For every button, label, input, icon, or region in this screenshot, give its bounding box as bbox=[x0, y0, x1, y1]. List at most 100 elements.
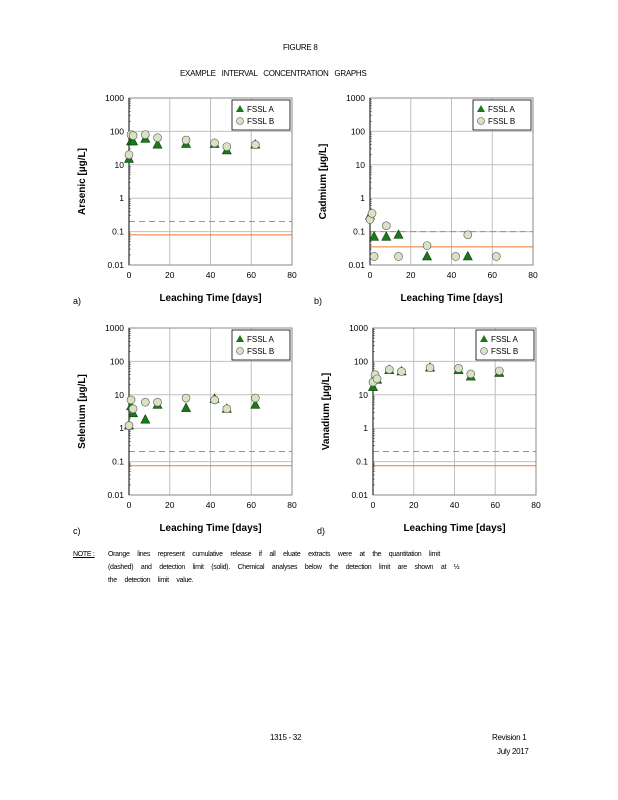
x-tick-label: 20 bbox=[165, 500, 175, 510]
x-tick-label: 40 bbox=[447, 270, 457, 280]
data-point-fssl-b bbox=[141, 397, 150, 407]
data-point-fssl-a bbox=[140, 414, 151, 424]
y-tick-label: 0.01 bbox=[351, 490, 368, 500]
legend-label: FSSL A bbox=[491, 335, 518, 344]
y-axis-label: Cadmium [µg/L] bbox=[318, 144, 329, 220]
x-tick-label: 60 bbox=[488, 270, 498, 280]
data-point-fssl-b bbox=[210, 395, 219, 405]
data-point-fssl-b bbox=[128, 131, 138, 140]
data-point-fssl-b bbox=[425, 363, 435, 372]
data-point-fssl-b bbox=[454, 364, 463, 373]
data-point-fssl-b bbox=[422, 241, 432, 250]
data-point-fssl-b bbox=[451, 252, 460, 261]
y-tick-label: 1000 bbox=[105, 323, 124, 333]
x-tick-label: 60 bbox=[247, 500, 257, 510]
data-point-fssl-b bbox=[251, 140, 260, 149]
data-point-fssl-b bbox=[384, 365, 394, 374]
legend bbox=[475, 329, 535, 361]
y-tick-label: 1 bbox=[119, 423, 124, 433]
data-point-fssl-a bbox=[369, 231, 380, 241]
data-point-fssl-a bbox=[250, 399, 261, 409]
y-tick-label: 10 bbox=[115, 390, 125, 400]
x-tick-label: 60 bbox=[247, 270, 257, 280]
data-point-fssl-b bbox=[222, 404, 232, 414]
legend bbox=[472, 99, 532, 131]
x-tick-label: 20 bbox=[409, 500, 419, 510]
data-point-fssl-b bbox=[397, 367, 406, 376]
legend-label: FSSL A bbox=[247, 335, 274, 344]
data-point-fssl-b bbox=[372, 374, 382, 384]
x-tick-label: 80 bbox=[287, 500, 297, 510]
data-point-fssl-b bbox=[153, 397, 162, 407]
data-point-fssl-a bbox=[381, 231, 392, 241]
legend-label: FSSL A bbox=[488, 105, 515, 114]
data-point-fssl-a bbox=[462, 250, 473, 261]
data-point-fssl-b bbox=[181, 393, 191, 403]
data-point-fssl-b bbox=[124, 150, 134, 160]
data-point-fssl-b bbox=[124, 421, 134, 430]
legend-triangle-icon bbox=[236, 335, 244, 342]
y-tick-label: 0.01 bbox=[107, 490, 124, 500]
y-axis-label: Vanadium [µg/L] bbox=[321, 373, 332, 450]
panel-label: b) bbox=[314, 296, 322, 306]
y-tick-label: 10 bbox=[359, 390, 369, 400]
y-axis-label: Arsenic [µg/L] bbox=[77, 148, 88, 215]
legend-label: FSSL A bbox=[247, 105, 274, 114]
data-point-fssl-b bbox=[251, 393, 260, 403]
legend-circle-icon bbox=[480, 347, 488, 355]
x-tick-label: 60 bbox=[491, 500, 501, 510]
data-point-fssl-b bbox=[126, 395, 136, 405]
chart-selenium: 0 20 40 60 80 0.01 0.1 1 10 100 1000 FSSL A FSSL B Le… bbox=[73, 323, 297, 536]
data-point-fssl-b bbox=[492, 252, 501, 261]
panel-label: c) bbox=[73, 526, 81, 536]
data-point-fssl-b bbox=[394, 252, 403, 261]
note-line: the detection limit value. bbox=[108, 577, 194, 584]
x-tick-label: 20 bbox=[165, 270, 175, 280]
x-tick-label: 40 bbox=[206, 500, 216, 510]
x-axis-label: Leaching Time [days] bbox=[400, 293, 502, 304]
data-point-fssl-b bbox=[381, 221, 391, 231]
y-tick-label: 1000 bbox=[349, 323, 368, 333]
chart-vanadium: 0 20 40 60 80 0.01 0.1 1 10 100 1000 FSSL A FSSL B Le… bbox=[317, 323, 541, 536]
y-tick-label: 100 bbox=[110, 356, 124, 366]
y-tick-label: 0.01 bbox=[348, 260, 365, 270]
y-tick-label: 10 bbox=[115, 160, 125, 170]
data-point-fssl-a bbox=[422, 250, 433, 261]
panel-label: d) bbox=[317, 526, 325, 536]
y-tick-label: 100 bbox=[110, 126, 124, 136]
x-tick-label: 80 bbox=[287, 270, 297, 280]
y-tick-label: 1 bbox=[363, 423, 368, 433]
figure-title: EXAMPLE INTERVAL CONCENTRATION GRAPHS bbox=[180, 69, 367, 78]
y-tick-label: 0.1 bbox=[112, 227, 124, 237]
y-tick-label: 10 bbox=[356, 160, 366, 170]
legend-label: FSSL B bbox=[247, 347, 274, 356]
y-tick-label: 0.1 bbox=[356, 457, 368, 467]
x-axis-label: Leaching Time [days] bbox=[159, 293, 261, 304]
x-tick-label: 80 bbox=[531, 500, 541, 510]
data-point-fssl-a bbox=[128, 135, 139, 146]
chart-cadmium: 0 20 40 60 80 0.01 0.1 1 10 100 1000 FSSL A FSSL B Le… bbox=[314, 93, 538, 306]
figure-number: FIGURE 8 bbox=[283, 43, 318, 52]
revision: Revision 1 bbox=[492, 733, 527, 742]
x-axis-label: Leaching Time [days] bbox=[403, 523, 505, 534]
data-point-fssl-a bbox=[181, 402, 192, 412]
legend bbox=[231, 99, 291, 131]
x-tick-label: 0 bbox=[368, 270, 373, 280]
y-tick-label: 100 bbox=[351, 126, 365, 136]
legend-circle-icon bbox=[236, 117, 244, 125]
note-line: (dashed) and detection limit (solid). Ch… bbox=[108, 564, 460, 571]
data-point-fssl-b bbox=[463, 230, 473, 240]
note-label: NOTE : bbox=[73, 551, 95, 558]
x-tick-label: 20 bbox=[406, 270, 416, 280]
legend-triangle-icon bbox=[477, 105, 485, 112]
y-tick-label: 0.1 bbox=[353, 227, 365, 237]
data-point-fssl-b bbox=[495, 366, 504, 376]
legend-triangle-icon bbox=[480, 335, 488, 342]
data-point-fssl-b bbox=[181, 135, 191, 145]
y-tick-label: 1 bbox=[119, 193, 124, 203]
data-point-fssl-b bbox=[210, 138, 219, 148]
data-point-fssl-b bbox=[369, 252, 379, 261]
legend-circle-icon bbox=[236, 347, 244, 355]
